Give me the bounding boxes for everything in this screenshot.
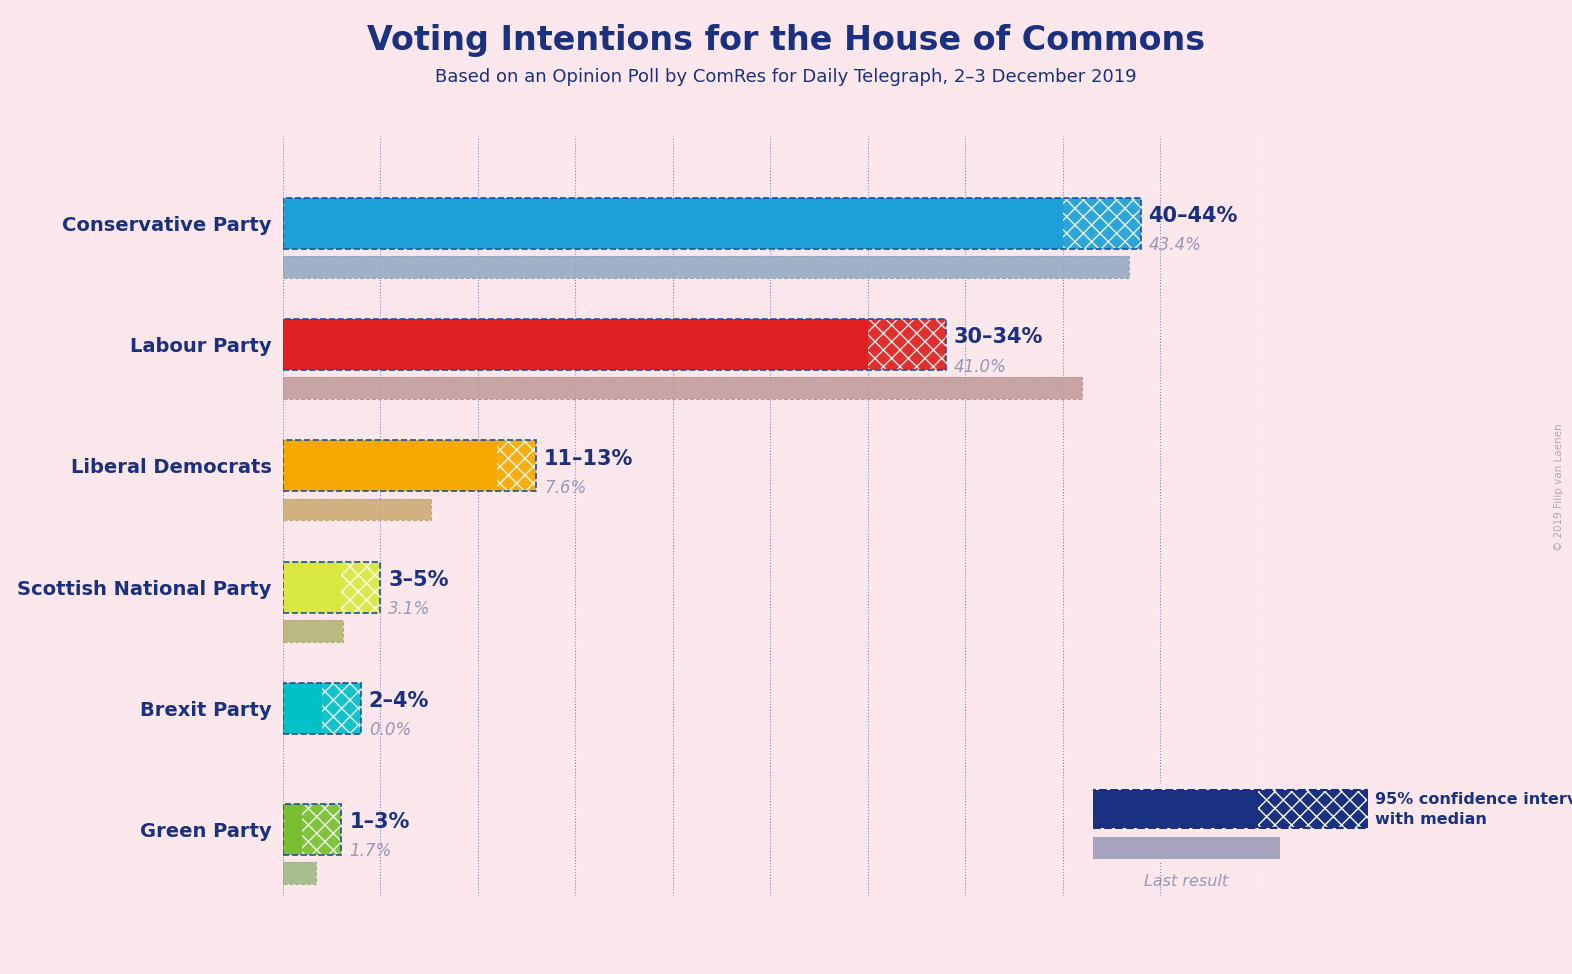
Bar <box>283 198 1141 249</box>
Bar <box>497 440 536 491</box>
Bar <box>1063 198 1141 249</box>
Bar <box>283 619 343 642</box>
Bar <box>283 256 1129 279</box>
Bar <box>283 862 316 884</box>
Bar <box>283 562 380 613</box>
Bar <box>283 804 341 855</box>
Bar <box>1093 791 1368 828</box>
Bar <box>283 378 1082 399</box>
Bar <box>283 683 362 733</box>
Text: 11–13%: 11–13% <box>544 449 634 468</box>
Bar <box>283 256 1129 279</box>
Text: 2–4%: 2–4% <box>369 691 429 711</box>
Bar <box>283 804 341 855</box>
Text: Voting Intentions for the House of Commons: Voting Intentions for the House of Commo… <box>366 24 1206 57</box>
Text: 95% confidence interval
with median: 95% confidence interval with median <box>1376 792 1572 827</box>
Text: 0.0%: 0.0% <box>369 721 410 739</box>
Bar <box>283 499 431 520</box>
Bar <box>283 440 497 491</box>
Bar <box>283 499 431 520</box>
Bar <box>1093 791 1258 828</box>
Bar <box>283 440 536 491</box>
Bar <box>283 319 946 370</box>
Text: 41.0%: 41.0% <box>954 357 1006 376</box>
Bar <box>283 862 316 884</box>
Text: 43.4%: 43.4% <box>1149 237 1201 254</box>
Bar <box>283 562 341 613</box>
Text: 3.1%: 3.1% <box>388 600 431 618</box>
Text: 3–5%: 3–5% <box>388 570 448 590</box>
Bar <box>868 319 946 370</box>
Bar <box>283 804 302 855</box>
Text: 40–44%: 40–44% <box>1149 206 1237 226</box>
Bar <box>283 562 380 613</box>
Bar <box>283 319 946 370</box>
Text: 1.7%: 1.7% <box>349 843 391 860</box>
Text: 7.6%: 7.6% <box>544 479 586 497</box>
Text: Based on an Opinion Poll by ComRes for Daily Telegraph, 2–3 December 2019: Based on an Opinion Poll by ComRes for D… <box>435 68 1137 86</box>
Bar <box>1258 791 1368 828</box>
Text: © 2019 Filip van Laenen: © 2019 Filip van Laenen <box>1555 423 1564 551</box>
Bar <box>283 440 536 491</box>
Bar <box>322 683 362 733</box>
Bar <box>283 378 1082 399</box>
Text: 1–3%: 1–3% <box>349 812 410 832</box>
Bar <box>1093 837 1280 859</box>
Text: Last result: Last result <box>1144 874 1228 888</box>
Bar <box>283 198 1141 249</box>
Bar <box>302 804 341 855</box>
Bar <box>283 683 322 733</box>
Text: 30–34%: 30–34% <box>954 327 1042 348</box>
Bar <box>283 619 343 642</box>
Bar <box>283 198 1063 249</box>
Bar <box>341 562 380 613</box>
Bar <box>283 683 362 733</box>
Bar <box>283 319 868 370</box>
